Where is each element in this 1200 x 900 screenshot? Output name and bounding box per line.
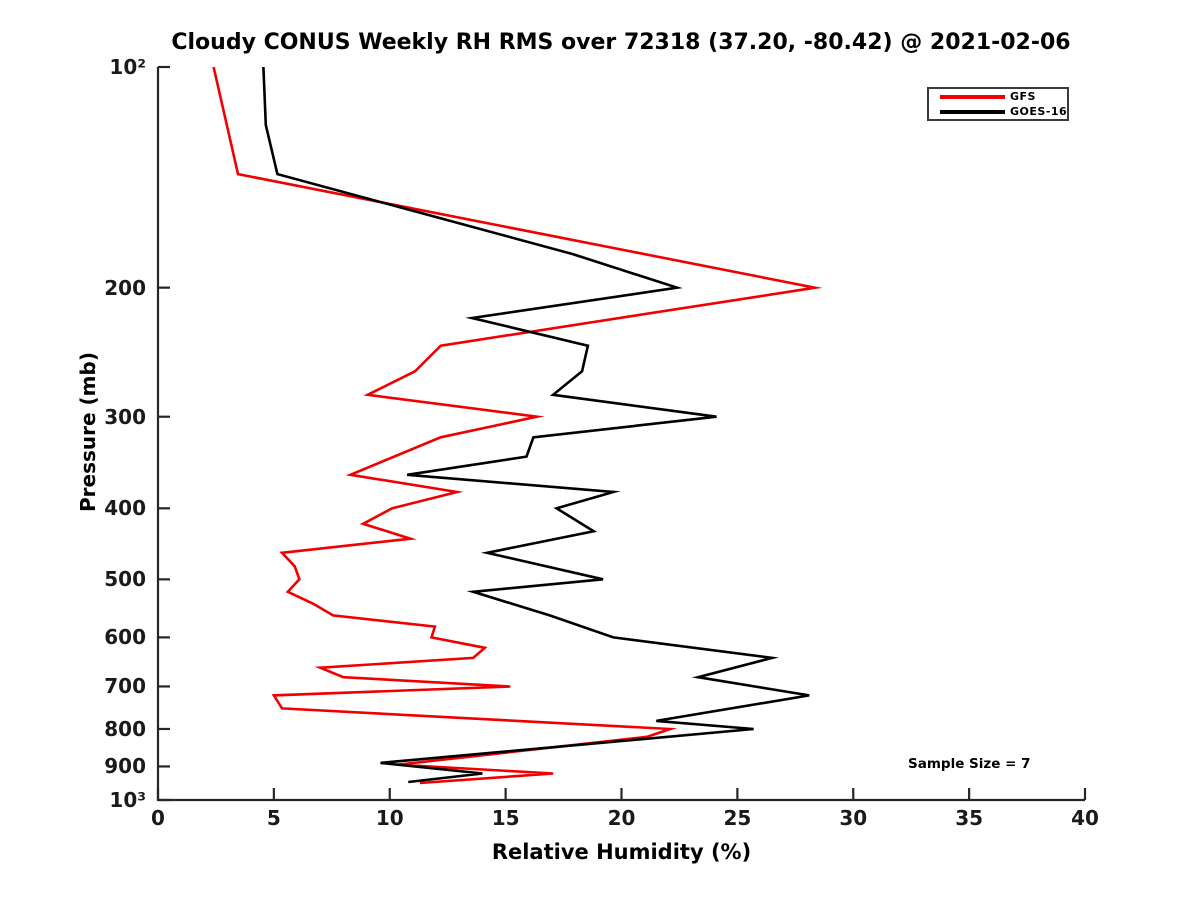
x-tick-label: 10 xyxy=(375,806,404,830)
x-tick-label: 5 xyxy=(266,806,281,830)
legend-entry-gfs: GFS xyxy=(929,89,1067,104)
y-tick-label: 400 xyxy=(104,496,146,521)
sample-size-annotation: Sample Size = 7 xyxy=(908,756,1031,772)
y-tick-label: 500 xyxy=(104,567,146,592)
y-tick-label: 800 xyxy=(104,716,146,741)
legend-label-gfs: GFS xyxy=(1010,90,1036,103)
series-line-gfs xyxy=(212,66,823,785)
legend-line-gfs-icon xyxy=(940,95,1005,99)
legend-box: GFS GOES-16 xyxy=(927,87,1069,121)
x-tick-label: 30 xyxy=(839,806,868,830)
y-tick-label: 10² xyxy=(109,55,146,79)
page-title: Cloudy CONUS Weekly RH RMS over 72318 (3… xyxy=(171,30,1071,55)
x-tick-label: 40 xyxy=(1071,806,1099,830)
x-tick-label: 25 xyxy=(723,806,752,830)
x-tick-label: 15 xyxy=(491,806,520,830)
x-tick-label: 35 xyxy=(955,806,984,830)
y-tick-label: 600 xyxy=(104,625,146,650)
y-tick-label: 300 xyxy=(104,404,146,429)
y-tick-label: 10³ xyxy=(109,788,146,812)
y-tick-label: 200 xyxy=(104,275,146,300)
x-tick-label: 0 xyxy=(151,806,165,830)
legend-entry-goes16: GOES-16 xyxy=(929,104,1067,119)
series-line-goes16 xyxy=(262,66,810,784)
legend-line-goes16-icon xyxy=(940,110,1005,114)
y-tick-label: 900 xyxy=(104,754,146,779)
legend-label-goes16: GOES-16 xyxy=(1010,105,1068,118)
x-axis-label: Relative Humidity (%) xyxy=(491,840,752,864)
x-tick-label: 20 xyxy=(607,806,636,830)
y-tick-label: 700 xyxy=(104,674,146,699)
